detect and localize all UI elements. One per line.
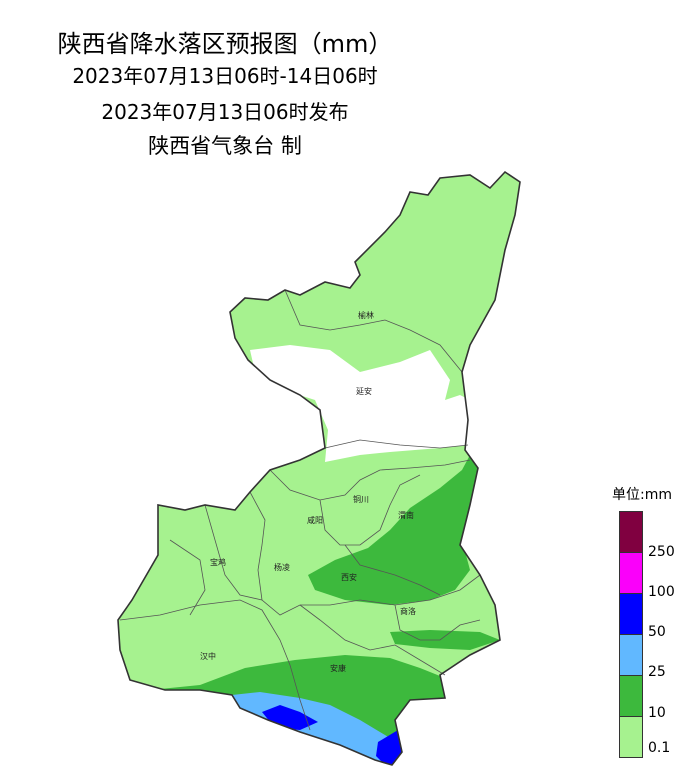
city-label-xian: 西安 — [341, 572, 357, 582]
forecast-period: 2023年07月13日06时-14日06时 — [72, 64, 378, 88]
legend-tick-100: 100 — [648, 584, 675, 600]
legend-swatch-50 — [619, 593, 643, 635]
legend-tick-50: 50 — [648, 624, 666, 640]
city-label-weinan: 渭南 — [398, 510, 414, 520]
city-label-xianyang: 咸阳 — [307, 515, 323, 525]
city-label-yangling: 杨凌 — [274, 562, 290, 572]
moderate-rain-area-shangluo — [390, 630, 500, 650]
city-label-baoji: 宝鸡 — [210, 557, 226, 567]
county-borders — [119, 289, 481, 731]
legend-swatch-25 — [619, 634, 643, 676]
city-label-hanzhong: 汉中 — [200, 651, 216, 661]
legend-tick-10: 10 — [648, 705, 666, 721]
legend-swatch-100 — [619, 552, 643, 594]
issuing-agency: 陕西省气象台 制 — [148, 134, 302, 158]
legend-tick-25: 25 — [648, 664, 666, 680]
no-rain-area — [250, 345, 470, 462]
city-label-yulin: 榆林 — [358, 310, 374, 320]
city-label-yanan: 延安 — [356, 386, 372, 396]
legend-unit-label: 单位:mm — [612, 487, 672, 503]
legend-tick-0.1: 0.1 — [648, 740, 671, 756]
legend-swatch-10 — [619, 675, 643, 717]
map-title: 陕西省降水落区预报图（mm） — [57, 30, 393, 58]
city-label-shangluo: 商洛 — [400, 606, 416, 616]
legend-tick-250: 250 — [648, 544, 675, 560]
precipitation-legend — [619, 510, 643, 758]
legend-swatch-250 — [619, 511, 643, 553]
issue-time: 2023年07月13日06时发布 — [101, 100, 349, 124]
moderate-rain-area-central — [308, 455, 480, 605]
province-outline — [117, 170, 521, 766]
precipitation-fill-layer — [118, 172, 520, 765]
legend-swatch-0.1 — [619, 716, 643, 758]
city-label-tongchuan: 铜川 — [353, 494, 369, 504]
city-label-ankang: 安康 — [330, 663, 346, 673]
